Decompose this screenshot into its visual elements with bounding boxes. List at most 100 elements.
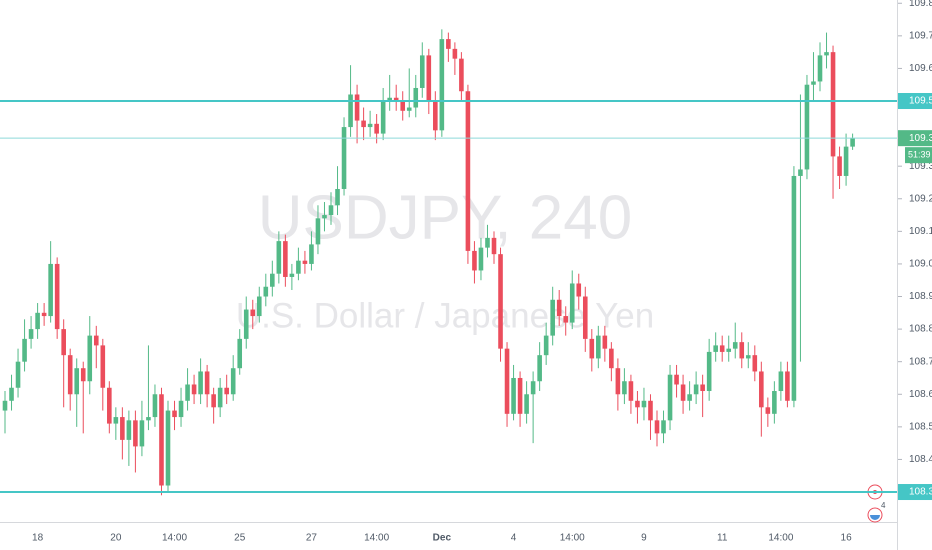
countdown-label: 51:39 bbox=[908, 150, 931, 160]
countdown-box bbox=[905, 147, 932, 164]
candle-body bbox=[439, 39, 445, 131]
candle-body bbox=[341, 127, 347, 189]
candle-body bbox=[719, 345, 725, 352]
candle-body bbox=[35, 312, 40, 330]
x-tick-label: 11 bbox=[717, 533, 728, 544]
candle-body bbox=[602, 335, 608, 349]
x-tick-label: 14:00 bbox=[364, 533, 389, 544]
candle-body bbox=[185, 384, 190, 401]
y-tick-label: 108.600 bbox=[909, 389, 932, 400]
candle-body bbox=[113, 417, 119, 424]
candle-body bbox=[165, 410, 171, 486]
candle-body bbox=[107, 387, 112, 424]
candle-body bbox=[256, 296, 262, 317]
candle-body bbox=[798, 169, 803, 176]
candle-body bbox=[41, 312, 47, 317]
candle-body bbox=[824, 52, 829, 56]
candle-body bbox=[328, 205, 334, 216]
x-tick-label: 16 bbox=[841, 533, 853, 544]
last-price-label: 109.386 bbox=[909, 133, 932, 144]
y-tick-label: 109.100 bbox=[909, 226, 932, 237]
price-line-label: 108.300 bbox=[909, 487, 932, 498]
candle-body bbox=[615, 368, 621, 395]
candle-body bbox=[302, 260, 308, 264]
candle-body bbox=[152, 394, 158, 418]
price-line-label-box bbox=[898, 484, 932, 501]
candle-body bbox=[250, 309, 256, 317]
candle-body bbox=[413, 87, 419, 108]
candle-body bbox=[504, 348, 510, 414]
candle-body bbox=[446, 39, 451, 49]
candle-body bbox=[87, 335, 93, 382]
candle-body bbox=[426, 55, 432, 102]
x-tick-label: 14:00 bbox=[768, 533, 793, 544]
watermark-title: USDJPY, 240 bbox=[258, 183, 633, 252]
candle-body bbox=[628, 381, 634, 401]
candle-body bbox=[406, 107, 412, 111]
x-tick-label: 9 bbox=[641, 533, 647, 544]
candle-body bbox=[582, 296, 588, 339]
alert-badge: 4 bbox=[881, 501, 886, 510]
candle-body bbox=[478, 247, 484, 271]
x-tick-label: 20 bbox=[110, 533, 122, 544]
candle-body bbox=[315, 218, 321, 245]
event-icon-fill bbox=[870, 515, 880, 520]
candle-body bbox=[120, 417, 125, 440]
y-tick-label: 108.900 bbox=[909, 291, 932, 302]
candle-body bbox=[596, 335, 601, 359]
candle-body bbox=[576, 283, 582, 297]
candle-body bbox=[296, 260, 301, 274]
candle-body bbox=[589, 338, 595, 359]
candle-body bbox=[354, 94, 360, 121]
y-tick-label: 109.200 bbox=[909, 193, 932, 204]
candle-body bbox=[100, 345, 106, 388]
candle-body bbox=[243, 309, 249, 339]
candle-body bbox=[289, 273, 295, 277]
candle-body bbox=[537, 355, 542, 382]
candle-body bbox=[263, 286, 269, 297]
candle-body bbox=[159, 394, 164, 486]
candle-body bbox=[452, 48, 458, 59]
candle-body bbox=[400, 101, 406, 111]
candle-body bbox=[270, 273, 275, 287]
candle-body bbox=[706, 351, 712, 392]
candle-body bbox=[419, 55, 425, 88]
candle-body bbox=[217, 387, 223, 408]
candle-body bbox=[680, 384, 686, 401]
candle-body bbox=[367, 123, 373, 128]
candle-body bbox=[543, 335, 549, 356]
candle-body bbox=[687, 394, 692, 401]
candle-body bbox=[74, 368, 80, 395]
candle-body bbox=[732, 342, 738, 349]
candle-body bbox=[791, 175, 797, 401]
candle-body bbox=[556, 299, 562, 317]
candle-body bbox=[191, 384, 197, 395]
candle-body bbox=[28, 329, 34, 339]
candle-body bbox=[172, 410, 177, 418]
price-line-label-box bbox=[898, 93, 932, 110]
candle-body bbox=[54, 263, 60, 330]
candle-body bbox=[139, 420, 145, 447]
x-tick-label: 4 bbox=[511, 533, 517, 544]
candle-body bbox=[433, 101, 438, 131]
candle-body bbox=[283, 241, 288, 277]
candle-body bbox=[765, 407, 771, 414]
candle-body bbox=[713, 345, 718, 352]
candle-body bbox=[524, 394, 529, 414]
candle-body bbox=[700, 384, 705, 392]
candle-body bbox=[472, 250, 477, 271]
candle-body bbox=[22, 338, 27, 362]
candle-body bbox=[530, 381, 536, 395]
candle-body bbox=[778, 371, 784, 392]
candle-body bbox=[569, 283, 575, 323]
x-tick-label: 14:00 bbox=[560, 533, 585, 544]
x-tick-label: 18 bbox=[32, 533, 44, 544]
candle-body bbox=[563, 316, 569, 323]
x-tick-label: Dec bbox=[433, 533, 452, 544]
candle-body bbox=[485, 237, 490, 248]
candle-body bbox=[726, 348, 732, 352]
candle-body bbox=[387, 97, 392, 102]
candle-body bbox=[830, 52, 836, 157]
candle-body bbox=[361, 120, 366, 128]
candle-body bbox=[609, 348, 614, 369]
